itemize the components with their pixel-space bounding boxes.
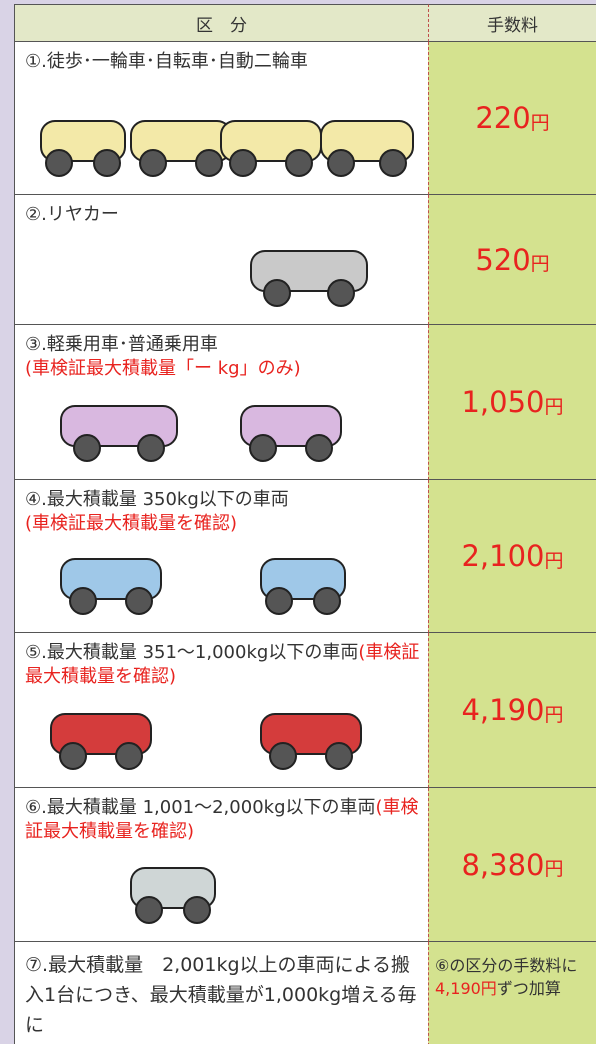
header-text: 区 分 <box>196 15 247 36</box>
row-label: ⑥.最大積載量 1,001〜2,000kg以下の車両(車検証最大積載量を確認) <box>25 796 420 844</box>
row-category: ⑤.最大積載量 351〜1,000kg以下の車両(車検証最大積載量を確認) <box>14 633 428 788</box>
row-category: ②.リヤカー <box>14 195 428 325</box>
row-fee: 220 円 <box>428 42 596 195</box>
row-fee: 2,100 円 <box>428 480 596 633</box>
row-category: ⑥.最大積載量 1,001〜2,000kg以下の車両(車検証最大積載量を確認) <box>14 788 428 942</box>
label-note: (車検証最大積載量「ー kg」のみ) <box>25 358 301 379</box>
row-category: ④.最大積載量 350kg以下の車両 (車検証最大積載量を確認) <box>14 480 428 633</box>
fee-amount: 4,190 <box>461 693 545 727</box>
row-fee: 4,190 円 <box>428 633 596 788</box>
vehicle-illustration <box>50 713 152 770</box>
fee-unit: 円 <box>544 858 564 880</box>
fee-unit: 円 <box>544 549 564 572</box>
label-note: (車検証最大積載量を確認) <box>25 797 419 842</box>
row-category: ③.軽乗用車･普通乗用車 (車検証最大積載量「ー kg」のみ) <box>14 325 428 480</box>
row-fee: 1,050 円 <box>428 325 596 480</box>
fee-amount: 1,050 <box>461 385 545 419</box>
fee-unit: 円 <box>530 111 550 134</box>
header-category: 区 分 <box>14 4 428 42</box>
vehicle-illustration <box>40 120 126 177</box>
vehicle-illustration <box>240 405 342 462</box>
fee-unit: 円 <box>544 395 564 418</box>
fee-amount: 8,380 <box>461 847 545 882</box>
label-text: ⑦.最大積載量 2,001kg以上の車両による搬入1台につき、最大積載量が1,0… <box>25 954 417 1036</box>
header-fee: 手数料 <box>428 4 596 42</box>
row-label: ④.最大積載量 350kg以下の車両 (車検証最大積載量を確認) <box>25 488 420 536</box>
label-text: ①.徒歩･一輪車･自転車･自動二輪車 <box>25 51 308 72</box>
fee-highlight: 4,190円 <box>435 979 497 998</box>
fee-text: ⑥の区分の手数料に <box>435 956 578 975</box>
label-text: ③.軽乗用車･普通乗用車 <box>25 334 218 355</box>
label-text: ④.最大積載量 350kg以下の車両 <box>25 489 289 510</box>
label-text: ②.リヤカー <box>25 204 119 225</box>
vehicle-illustration <box>130 867 216 924</box>
vehicle-illustration <box>250 250 368 307</box>
label-note: (車検証最大積載量を確認) <box>25 513 238 534</box>
vehicle-illustration <box>260 713 362 770</box>
vehicle-illustration <box>320 120 414 177</box>
row-label: ⑤.最大積載量 351〜1,000kg以下の車両(車検証最大積載量を確認) <box>25 641 420 689</box>
header-text: 手数料 <box>487 15 538 36</box>
row-label: ③.軽乗用車･普通乗用車 (車検証最大積載量「ー kg」のみ) <box>25 333 420 381</box>
row-fee: 8,380 円 <box>428 788 596 942</box>
row-fee: 520 円 <box>428 195 596 325</box>
row-label: ①.徒歩･一輪車･自転車･自動二輪車 <box>25 50 420 74</box>
vehicle-illustration <box>220 120 322 177</box>
label-note: (車検証最大積載量を確認) <box>25 642 420 687</box>
row-label: ⑦.最大積載量 2,001kg以上の車両による搬入1台につき、最大積載量が1,0… <box>25 950 420 1040</box>
fee-amount: 220 <box>475 101 531 135</box>
label-text: ⑥.最大積載量 1,001〜2,000kg以下の車両 <box>25 797 376 818</box>
vehicle-illustration <box>60 405 178 462</box>
fee-amount: 2,100 <box>461 539 545 573</box>
fee-amount: 520 <box>475 242 531 277</box>
row-fee: ⑥の区分の手数料に 4,190円ずつ加算 <box>428 942 596 1044</box>
vehicle-illustration <box>260 558 346 615</box>
row-category: ⑦.最大積載量 2,001kg以上の車両による搬入1台につき、最大積載量が1,0… <box>14 942 428 1044</box>
label-text: ⑤.最大積載量 351〜1,000kg以下の車両 <box>25 642 359 663</box>
row-category: ①.徒歩･一輪車･自転車･自動二輪車 <box>14 42 428 195</box>
row-label: ②.リヤカー <box>25 203 420 227</box>
fee-unit: 円 <box>544 703 564 726</box>
fee-text: ずつ加算 <box>496 979 561 998</box>
fee-unit: 円 <box>530 253 550 275</box>
vehicle-illustration <box>60 558 162 615</box>
